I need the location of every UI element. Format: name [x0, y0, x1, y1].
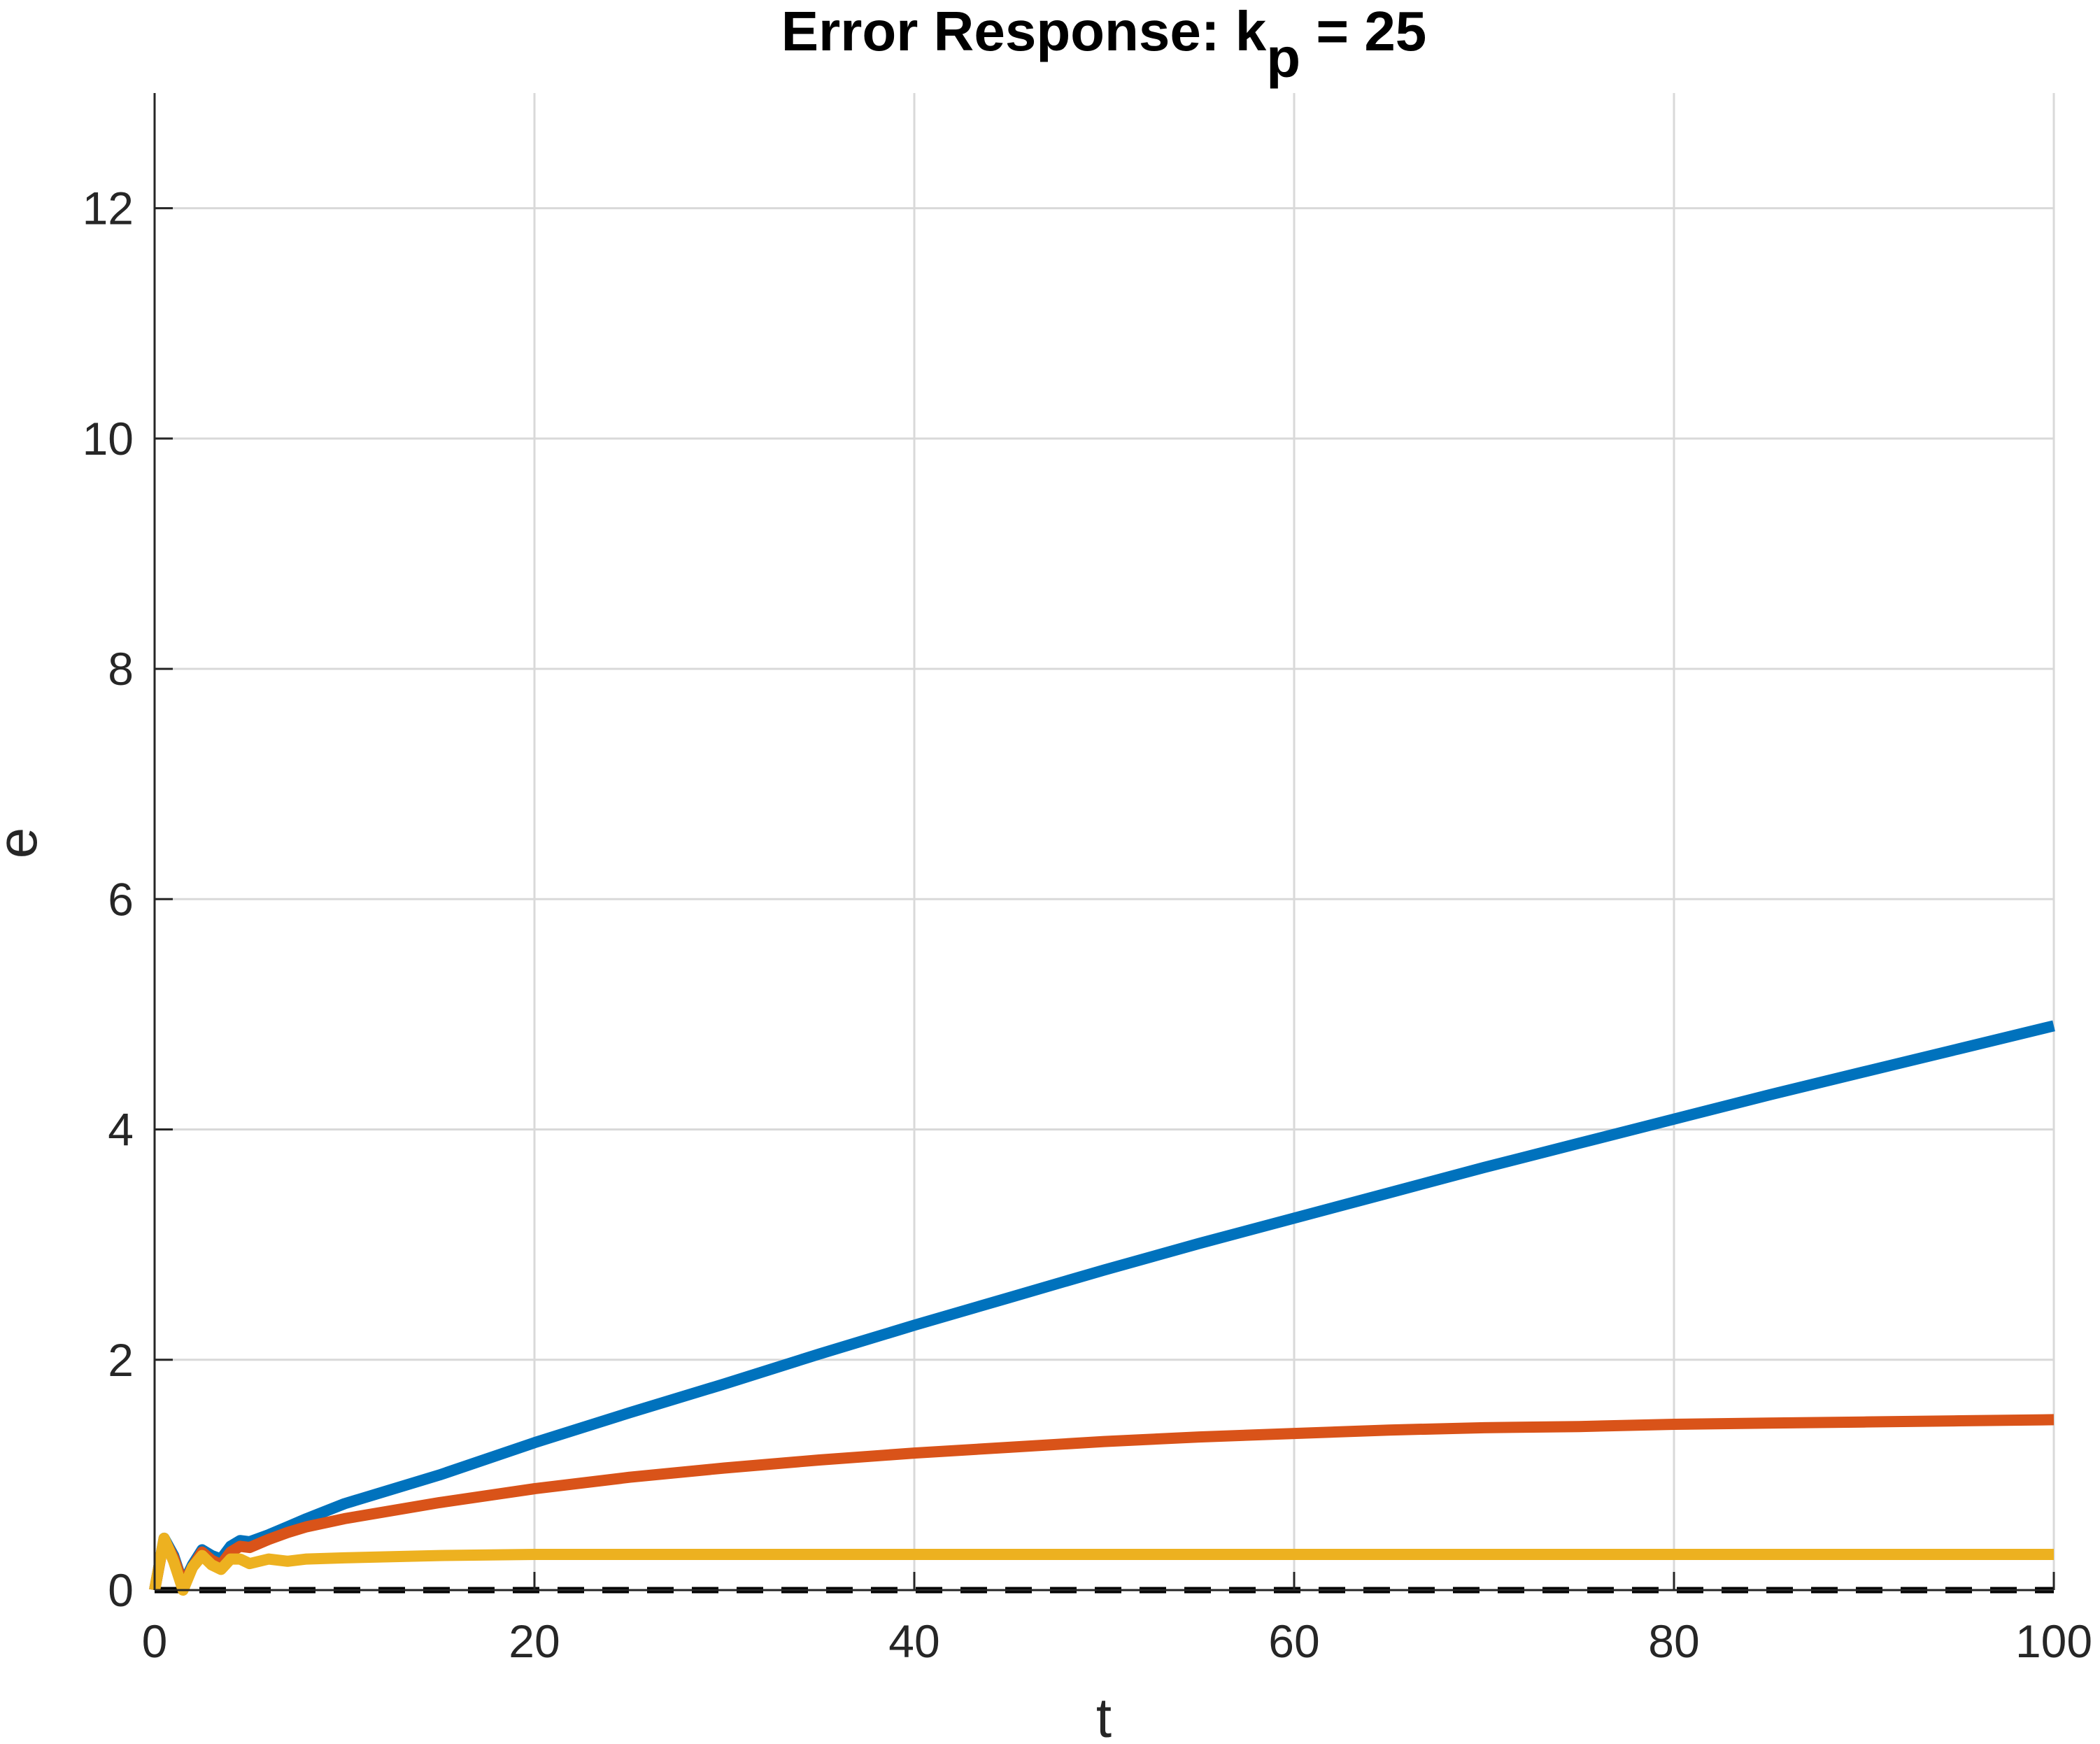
y-tick-label: 4 — [108, 1104, 134, 1156]
tick-labels: 0 20 40 60 80 100 0 2 4 6 8 10 12 — [83, 183, 2092, 1667]
series-line-3 — [149, 1532, 2054, 1596]
y-tick-label: 12 — [83, 183, 134, 234]
x-tick-label: 20 — [509, 1615, 560, 1667]
y-tick-label: 8 — [108, 643, 134, 695]
chart-title: Error Response: kp = 25 — [781, 0, 1427, 89]
y-tick-label: 0 — [108, 1564, 134, 1616]
y-axis-label: e — [0, 828, 48, 859]
x-tick-label: 80 — [1648, 1615, 1699, 1667]
grid-lines — [155, 93, 2055, 1590]
y-tick-label: 2 — [108, 1334, 134, 1386]
title-suffix: = 25 — [1300, 0, 1426, 62]
x-tick-label: 60 — [1268, 1615, 1319, 1667]
x-tick-label: 40 — [888, 1615, 939, 1667]
title-main: Error Response: k — [781, 0, 1267, 62]
y-tick-label: 6 — [108, 873, 134, 925]
x-axis-label: t — [1096, 1687, 1112, 1744]
series-layer — [149, 1020, 2055, 1596]
x-tick-label: 0 — [142, 1615, 168, 1667]
axes — [153, 93, 2055, 1591]
y-tick-label: 10 — [83, 413, 134, 465]
x-tick-label: 100 — [2015, 1615, 2092, 1667]
title-subscript: p — [1266, 27, 1300, 89]
